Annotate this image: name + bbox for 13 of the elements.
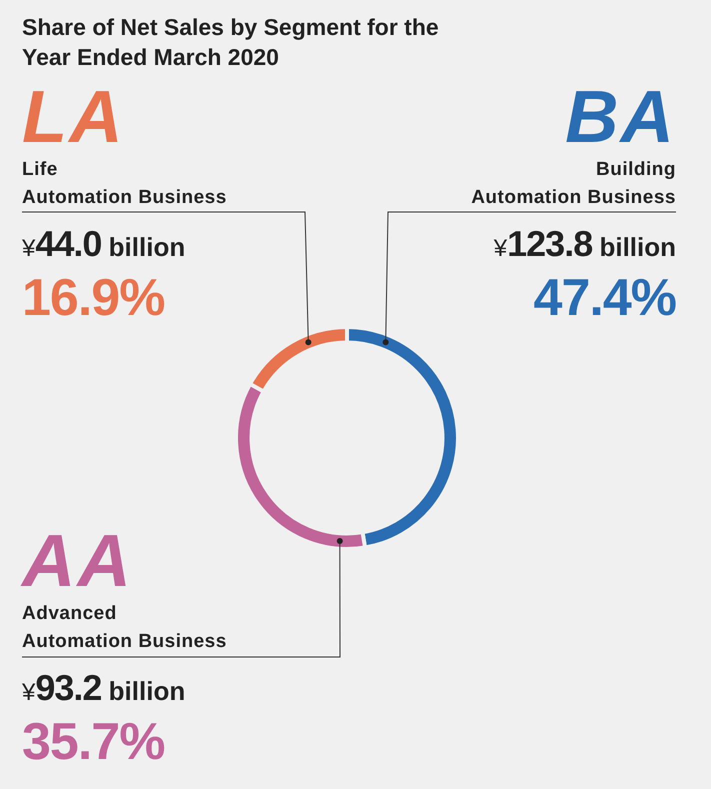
text: ¥44.0 billion [22,223,186,264]
text: AA [22,519,133,602]
text: LA [22,75,125,158]
data-label: 16.9% [22,269,164,327]
text: ¥123.8 billion [494,223,676,264]
slice-label: Building Automation Business [471,159,676,208]
text: BA [565,75,676,158]
data-label: 35.7% [22,713,164,771]
slice-label: Life Automation Business [22,159,227,208]
chart-title: Share of Net Sales by Segment for the Year Ended March 2020 [22,13,440,72]
text: ¥93.2 billion [22,667,186,708]
data-label: 47.4% [534,269,676,327]
slice-label: Advanced Automation Business [22,603,227,652]
